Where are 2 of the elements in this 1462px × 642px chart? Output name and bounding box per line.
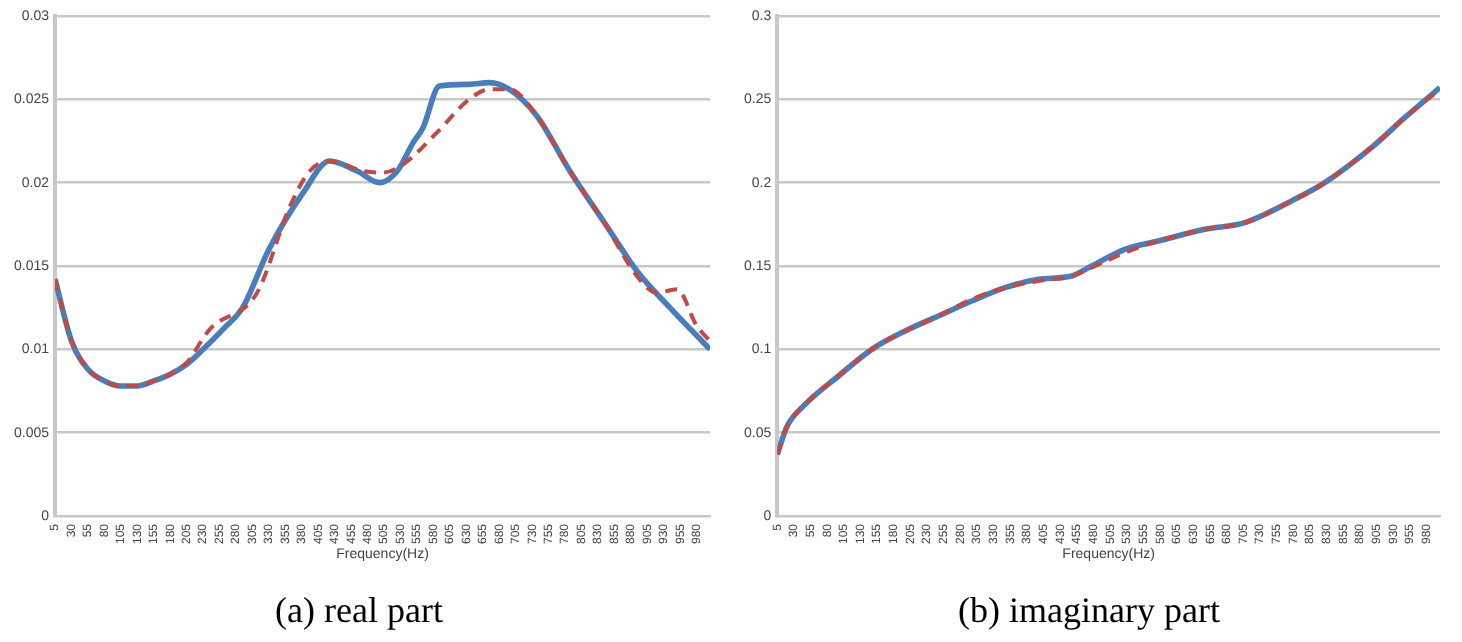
text: (b) imaginary part (958, 589, 1220, 630)
text: (a) real part (275, 589, 443, 630)
